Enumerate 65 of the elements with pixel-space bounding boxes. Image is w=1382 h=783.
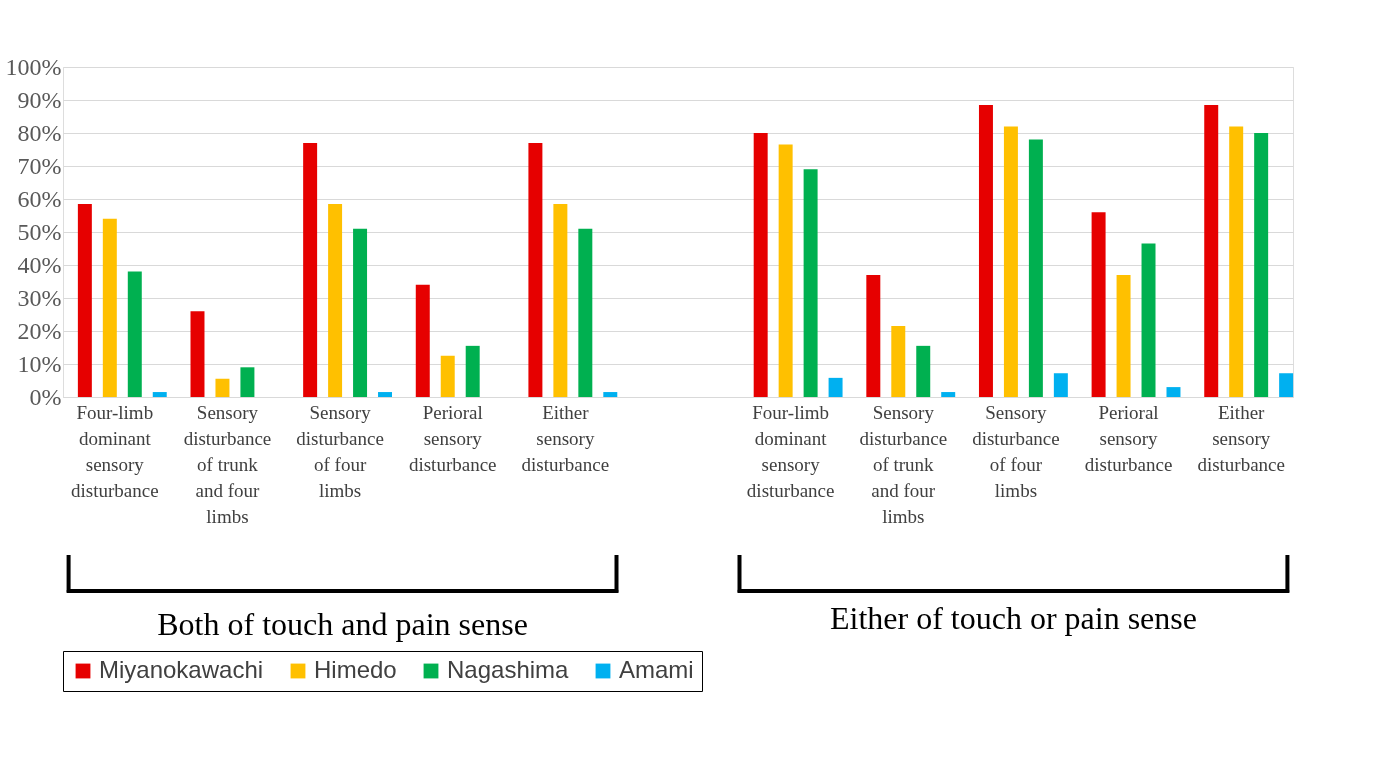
- bar: [240, 367, 255, 397]
- y-tick-label: 30%: [17, 284, 62, 311]
- bar: [378, 392, 393, 397]
- bar: [102, 218, 117, 397]
- bar: [866, 274, 881, 397]
- bar: [753, 133, 768, 397]
- y-tick-label: 60%: [17, 185, 62, 212]
- y-tick-label: 90%: [17, 86, 62, 113]
- x-tick-label: Sensory disturbance of four limbs: [972, 401, 1060, 501]
- bar: [553, 203, 568, 397]
- x-tick-label: Sensory disturbance of trunk and four limbs: [859, 401, 948, 527]
- bar: [1053, 373, 1068, 397]
- y-tick-label: 0%: [29, 383, 62, 410]
- y-tick-label: 50%: [17, 218, 62, 245]
- y-tick-label: 100%: [5, 53, 62, 80]
- y-tick-label: 20%: [17, 317, 62, 344]
- bar: [1091, 212, 1106, 397]
- y-tick-label: 40%: [17, 251, 62, 278]
- bar: [415, 284, 430, 397]
- legend-label: Amami: [619, 656, 694, 683]
- legend-label: Himedo: [314, 656, 397, 683]
- bar: [828, 377, 843, 397]
- text: Either of touch or pain sense: [829, 600, 1197, 636]
- x-tick-label: Four-limb dominant sensory disturbance: [746, 401, 835, 501]
- bar: [916, 345, 931, 397]
- bar: [1166, 387, 1181, 397]
- x-tick-label: Either sensory disturbance: [1197, 401, 1285, 475]
- bar: [440, 355, 455, 397]
- legend-label: Nagashima: [447, 656, 570, 683]
- x-tick-label: Sensory disturbance of trunk and four limbs: [183, 401, 272, 527]
- bar: [328, 203, 343, 397]
- bar: [978, 104, 993, 397]
- x-tick-label: Perioral sensory disturbance: [408, 401, 497, 475]
- bar: [1003, 126, 1018, 397]
- bar: [1028, 139, 1043, 397]
- x-tick-label: Sensory disturbance of four limbs: [296, 401, 384, 501]
- bar: [152, 392, 167, 397]
- bar: [891, 326, 906, 397]
- bar: [603, 392, 618, 397]
- text: Both of touch and pain sense: [157, 606, 528, 642]
- x-tick-label: Perioral sensory disturbance: [1084, 401, 1173, 475]
- bar: [465, 345, 480, 397]
- bar: [941, 392, 956, 397]
- bar: [803, 169, 818, 397]
- bar: [190, 311, 205, 397]
- y-tick-label: 70%: [17, 152, 62, 179]
- bar: [127, 271, 142, 397]
- bar: [215, 378, 230, 397]
- legend-label: Miyanokawachi: [99, 656, 264, 683]
- bar: [1141, 243, 1156, 397]
- y-tick-label: 80%: [17, 119, 62, 146]
- bar: [1116, 274, 1131, 397]
- bar: [77, 203, 92, 397]
- bar: [1204, 104, 1219, 397]
- bar: [1254, 133, 1269, 397]
- bar: [1229, 126, 1244, 397]
- x-tick-label: Either sensory disturbance: [521, 401, 610, 475]
- bar: [303, 142, 318, 397]
- bar: [528, 142, 543, 397]
- bar: [778, 144, 793, 397]
- x-tick-label: Four-limb dominant sensory disturbance: [71, 401, 159, 501]
- bar: [1279, 373, 1294, 397]
- bar: [578, 228, 593, 397]
- y-tick-label: 10%: [17, 350, 62, 377]
- bar: [353, 228, 368, 397]
